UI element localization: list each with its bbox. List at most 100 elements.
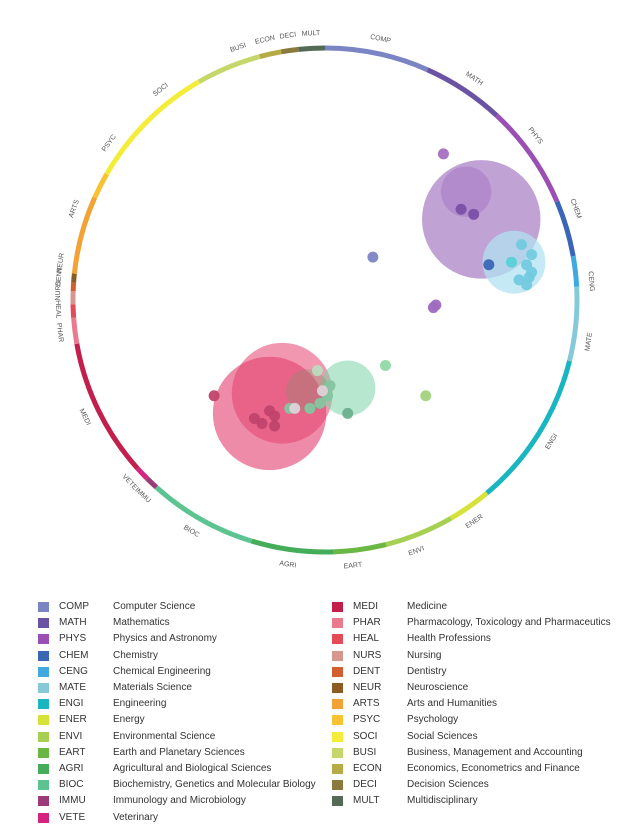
ring-label-math: MATH bbox=[464, 71, 484, 88]
legend-swatch bbox=[38, 683, 49, 693]
dot-18 bbox=[208, 390, 220, 402]
legend-code: MULT bbox=[353, 795, 380, 807]
legend-code: HEAL bbox=[353, 633, 380, 645]
legend-item-ener: ENER Energy bbox=[38, 713, 328, 727]
ring-segment-arts bbox=[71, 196, 98, 274]
legend-swatch bbox=[332, 731, 343, 742]
legend-code: CHEM bbox=[59, 649, 89, 661]
dot-23 bbox=[269, 420, 281, 432]
ring-segment-econ bbox=[259, 49, 282, 60]
legend-name: Psychology bbox=[407, 714, 459, 726]
ring-segment-busi bbox=[197, 54, 261, 84]
dot-13 bbox=[516, 239, 528, 251]
legend-swatch bbox=[332, 683, 343, 693]
dot-21 bbox=[269, 410, 281, 422]
legend-swatch bbox=[332, 747, 343, 758]
legend-code: SOCI bbox=[353, 730, 378, 742]
legend-name: Nursing bbox=[407, 649, 442, 661]
legend-swatch bbox=[332, 650, 343, 661]
legend-name: Arts and Humanities bbox=[407, 698, 498, 710]
legend-swatch bbox=[332, 634, 343, 645]
dot-layer bbox=[208, 148, 538, 432]
legend-swatch bbox=[38, 812, 49, 823]
dot-26 bbox=[314, 397, 326, 409]
dot-0 bbox=[367, 251, 379, 263]
ring-segment-math bbox=[426, 67, 499, 118]
legend-name: Health Professions bbox=[407, 633, 491, 645]
legend-swatch bbox=[332, 764, 343, 774]
legend-code: EART bbox=[59, 746, 86, 758]
legend-item-mate: MATE Materials Science bbox=[38, 681, 328, 695]
legend-item-chem: CHEM Chemistry bbox=[38, 649, 328, 663]
ring-segment-envi bbox=[385, 516, 453, 547]
ring-label-mult: MULT bbox=[302, 30, 322, 38]
legend-name: Decision Sciences bbox=[407, 779, 489, 791]
legend-name: Chemistry bbox=[113, 649, 159, 661]
ring-segment-engi bbox=[485, 360, 572, 495]
legend-item-vete: VETE Veterinary bbox=[38, 811, 328, 825]
legend-name: Mathematics bbox=[113, 617, 170, 629]
ring-label-mate: MATE bbox=[584, 332, 594, 352]
legend-item-econ: ECON Economics, Econometrics and Finance bbox=[332, 762, 622, 776]
legend-name: Biochemistry, Genetics and Molecular Bio… bbox=[113, 779, 316, 791]
ring-segment-chem bbox=[554, 200, 576, 257]
legend-name: Immunology and Microbiology bbox=[113, 795, 246, 807]
ring-segment-mult bbox=[298, 45, 326, 52]
legend-swatch bbox=[332, 602, 343, 612]
dot-31 bbox=[316, 385, 328, 397]
dot-7 bbox=[505, 256, 517, 268]
legend-swatch bbox=[38, 764, 49, 774]
legend-swatch bbox=[38, 666, 49, 677]
ring-label-chem: CHEM bbox=[569, 198, 583, 220]
legend-swatch bbox=[38, 747, 49, 758]
legend-code: COMP bbox=[59, 601, 89, 612]
ring-label-arts: ARTS bbox=[68, 199, 81, 219]
legend-item-phys: PHYS Physics and Astronomy bbox=[38, 632, 328, 646]
ring-segment-immu bbox=[145, 476, 159, 490]
ring-label-medi: MEDI bbox=[78, 408, 92, 427]
legend-item-eart: EART Earth and Planetary Sciences bbox=[38, 746, 328, 760]
legend-name: Engineering bbox=[113, 698, 167, 710]
dot-22 bbox=[256, 417, 268, 429]
ring-segment-phys bbox=[495, 113, 560, 203]
ring-segment-psyc bbox=[92, 172, 109, 199]
ring-segment-ceng bbox=[570, 255, 580, 287]
legend-item-mult: MULT Multidisciplinary bbox=[332, 794, 622, 808]
ring-label-soci: SOCI bbox=[152, 82, 170, 98]
ring-label-phys: PHYS bbox=[526, 126, 543, 146]
ring-segment-mate bbox=[567, 286, 580, 362]
legend-code: ENER bbox=[59, 714, 87, 726]
legend-name: Physics and Astronomy bbox=[113, 633, 217, 645]
legend-code: VETE bbox=[59, 811, 86, 823]
legend-code: ECON bbox=[353, 763, 382, 774]
dot-1 bbox=[437, 148, 449, 160]
legend-name: Dentistry bbox=[407, 665, 447, 677]
legend-item-ceng: CENG Chemical Engineering bbox=[38, 665, 328, 679]
dot-17 bbox=[420, 390, 432, 402]
legend-code: ENVI bbox=[59, 730, 83, 742]
legend-item-comp: COMP Computer Science bbox=[38, 600, 328, 614]
bubble-5 bbox=[319, 360, 376, 416]
legend-swatch bbox=[38, 602, 49, 612]
legend-item-busi: BUSI Business, Management and Accounting bbox=[332, 746, 622, 760]
dot-15 bbox=[311, 365, 323, 377]
legend-name: Energy bbox=[113, 714, 145, 726]
legend-code: CENG bbox=[59, 665, 88, 677]
legend-item-envi: ENVI Environmental Science bbox=[38, 730, 328, 744]
legend-code: NEUR bbox=[353, 682, 382, 693]
ring-label-phar: PHAR bbox=[55, 323, 64, 343]
legend-item-math: MATH Mathematics bbox=[38, 616, 328, 630]
dot-30 bbox=[289, 402, 301, 414]
dot-4 bbox=[455, 203, 467, 215]
bubble-1 bbox=[440, 166, 492, 217]
legend-code: ARTS bbox=[353, 698, 380, 710]
ring-segment-comp bbox=[324, 45, 429, 73]
ring-label-nurs: NURS bbox=[55, 280, 63, 300]
dot-14 bbox=[523, 271, 535, 283]
legend-swatch bbox=[332, 666, 343, 677]
dot-5 bbox=[468, 208, 480, 220]
legend-item-psyc: PSYC Psychology bbox=[332, 713, 622, 727]
subject-legend: COMP Computer Science MATH Mathematics PHYS P… bbox=[0, 600, 632, 836]
ring-label-econ: ECON bbox=[254, 35, 275, 46]
dot-11 bbox=[526, 249, 538, 261]
